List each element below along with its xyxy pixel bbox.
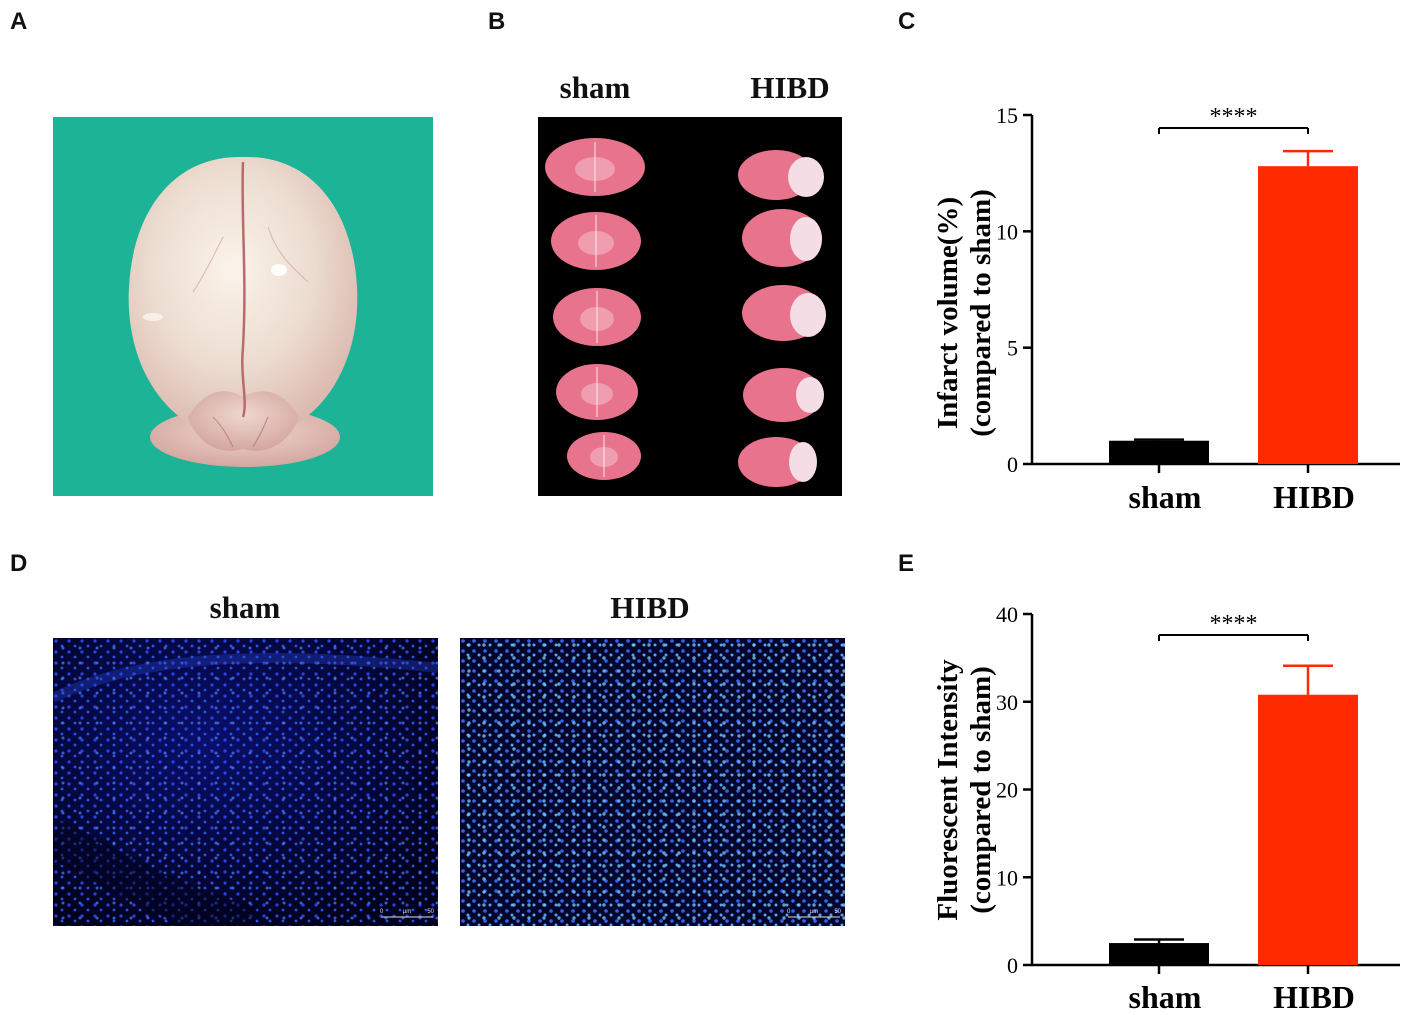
c-ytick-label: 10 [996, 219, 1018, 244]
e-ylabel-line1: Fluorescent Intensity [932, 659, 964, 921]
panel-letter-c: C [898, 8, 916, 35]
c-ylabel-line2: (compared to sham) [965, 189, 997, 437]
c-ytick-label: 15 [996, 103, 1018, 128]
e-xtick-label: HIBD [1273, 979, 1355, 1015]
c-bar-sham [1109, 440, 1209, 464]
b-sham-label: sham [559, 70, 631, 105]
e-ytick-label: 30 [996, 690, 1018, 715]
c-ytick-label: 0 [1007, 452, 1018, 477]
panel-letter-a: A [10, 8, 28, 35]
c-ylabel-line1: Infarct volume(%) [932, 197, 964, 429]
e-ytick-label: 40 [996, 602, 1018, 627]
fluor-image-hibd: 0 µm 50 [460, 638, 845, 926]
fluor-image-sham: 0 µm 50 [53, 638, 438, 926]
c-xtick-label: sham [1129, 479, 1202, 515]
brain-sections-photo [538, 117, 842, 496]
e-xtick-label: sham [1129, 979, 1202, 1015]
e-bar-sham [1109, 943, 1209, 965]
e-ylabel-line2: (compared to sham) [965, 666, 997, 914]
scale-end-sham: 50 [427, 909, 434, 915]
scale-start-sham: 0 [380, 909, 384, 915]
c-sig-stars: **** [1210, 104, 1258, 130]
d-sham-label: sham [209, 590, 281, 625]
brain-photo [53, 117, 433, 496]
e-sig-stars: **** [1210, 611, 1258, 637]
scale-end-hibd: 50 [834, 909, 841, 915]
e-ytick-label: 10 [996, 865, 1018, 890]
e-bar-hibd [1258, 694, 1358, 965]
e-ytick-label: 0 [1007, 953, 1018, 978]
b-hibd-label: HIBD [750, 70, 830, 105]
c-bar-hibd [1258, 166, 1358, 464]
d-hibd-label: HIBD [610, 590, 690, 625]
c-xtick-label: HIBD [1273, 479, 1355, 515]
e-ytick-label: 20 [996, 778, 1018, 803]
panel-letter-d: D [10, 550, 28, 577]
panel-letter-e: E [898, 550, 915, 577]
fluorescent-intensity-chart: 0 10 20 30 40 sham HIBD **** Fluorescent Intens… [932, 602, 1400, 1015]
scale-start-hibd: 0 [787, 909, 791, 915]
panel-letter-b: B [488, 8, 506, 35]
scale-unit-hibd: µm [810, 909, 818, 915]
infarct-volume-chart: 0 5 10 15 sham HIBD **** Infarct volume(%) (co… [932, 103, 1400, 515]
scale-unit-sham: µm [403, 909, 411, 915]
c-ytick-label: 5 [1007, 336, 1018, 361]
